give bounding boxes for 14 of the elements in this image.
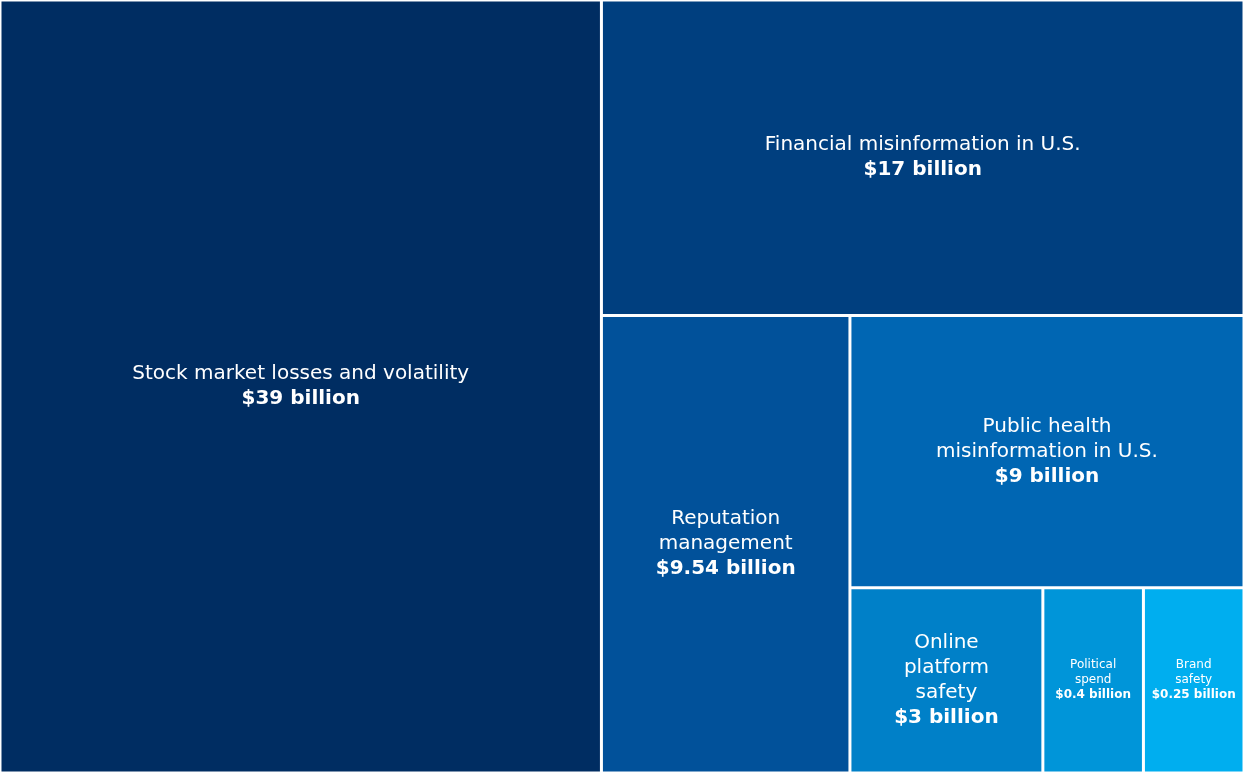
data-label: $17 billion	[863, 156, 982, 181]
data-label: $0.4 billion	[1055, 687, 1131, 702]
category-label: Stock market losses and volatility	[132, 360, 470, 385]
category-label: Financial misinformation in U.S.	[764, 131, 1081, 156]
category-label: Reputation management	[658, 505, 793, 555]
data-label: $3 billion	[894, 704, 999, 729]
data-label: $9.54 billion	[655, 555, 796, 580]
category-label: Public health misinformation in U.S.	[936, 412, 1158, 462]
category-label: Political spend	[1070, 657, 1117, 687]
data-label: $39 billion	[241, 385, 360, 410]
data-label: $9 billion	[994, 462, 1100, 487]
category-label: Brand safety	[1175, 657, 1213, 687]
category-label: Online platform safety	[903, 629, 989, 704]
data-label: $0.25 billion	[1151, 687, 1236, 702]
